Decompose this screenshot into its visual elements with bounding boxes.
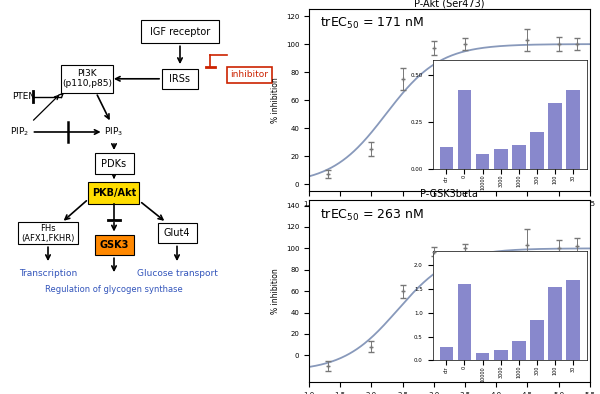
Text: Regulation of glycogen synthase: Regulation of glycogen synthase bbox=[45, 285, 183, 294]
X-axis label: Log Concentration (nM): Log Concentration (nM) bbox=[404, 212, 494, 221]
Text: PIP$_3$: PIP$_3$ bbox=[104, 126, 124, 138]
Text: trEC$_{50}$ = 171 nM: trEC$_{50}$ = 171 nM bbox=[320, 16, 424, 32]
Text: PKB/Akt: PKB/Akt bbox=[92, 188, 136, 198]
Title: P-GSK3beta: P-GSK3beta bbox=[421, 190, 478, 199]
FancyBboxPatch shape bbox=[227, 67, 271, 83]
Text: IRSs: IRSs bbox=[170, 74, 191, 84]
FancyBboxPatch shape bbox=[157, 223, 197, 243]
FancyBboxPatch shape bbox=[162, 69, 198, 89]
Title: P-Akt (Ser473): P-Akt (Ser473) bbox=[414, 0, 485, 8]
Text: Transcription: Transcription bbox=[19, 269, 77, 278]
Text: Glut4: Glut4 bbox=[164, 228, 190, 238]
FancyBboxPatch shape bbox=[61, 65, 113, 93]
Text: PTEN: PTEN bbox=[13, 92, 35, 101]
Text: FHs
(AFX1,FKHR): FHs (AFX1,FKHR) bbox=[22, 223, 74, 243]
FancyBboxPatch shape bbox=[95, 235, 133, 255]
Text: PI3K
(p110,p85): PI3K (p110,p85) bbox=[62, 69, 112, 89]
FancyBboxPatch shape bbox=[95, 153, 133, 174]
Text: PIP$_2$: PIP$_2$ bbox=[10, 126, 29, 138]
Text: Glucose transport: Glucose transport bbox=[137, 269, 217, 278]
Text: PDKs: PDKs bbox=[101, 158, 127, 169]
Text: inhibitor: inhibitor bbox=[230, 71, 268, 79]
Y-axis label: % inhibition: % inhibition bbox=[271, 77, 280, 123]
FancyBboxPatch shape bbox=[141, 20, 219, 43]
FancyBboxPatch shape bbox=[89, 182, 139, 204]
Text: IGF receptor: IGF receptor bbox=[150, 26, 210, 37]
Y-axis label: % inhibition: % inhibition bbox=[271, 268, 280, 314]
FancyBboxPatch shape bbox=[18, 222, 78, 244]
Text: trEC$_{50}$ = 263 nM: trEC$_{50}$ = 263 nM bbox=[320, 207, 424, 223]
Text: GSK3: GSK3 bbox=[100, 240, 128, 250]
